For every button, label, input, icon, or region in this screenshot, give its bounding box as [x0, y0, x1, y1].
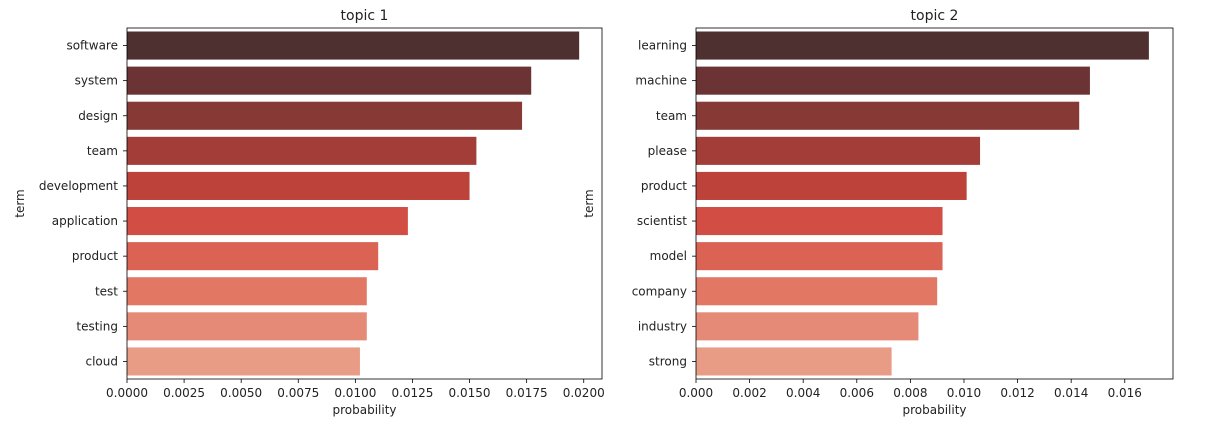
- bar-development: [127, 171, 470, 200]
- axes-frame: [126, 27, 603, 380]
- x-tick-label: 0.010: [947, 386, 981, 400]
- x-tick-label: 0.0100: [334, 386, 376, 400]
- bar-application: [127, 207, 408, 236]
- bar-cloud: [127, 347, 360, 376]
- bar-company: [696, 277, 938, 306]
- bar-team: [696, 101, 1080, 130]
- x-tick-label: 0.004: [786, 386, 820, 400]
- y-tick-label: software: [66, 39, 118, 53]
- bar-model: [696, 242, 943, 271]
- y-tick-label: cloud: [86, 354, 119, 368]
- x-tick-label: 0.012: [1000, 386, 1034, 400]
- bar-please: [696, 136, 981, 165]
- bar-product: [696, 171, 967, 200]
- bar-system: [127, 66, 532, 95]
- bar-test: [127, 277, 367, 306]
- x-tick-label: 0.002: [732, 386, 766, 400]
- y-tick-label: testing: [76, 319, 118, 333]
- x-tick-label: 0.000: [679, 386, 713, 400]
- bar-strong: [696, 347, 892, 376]
- y-tick-label: development: [39, 179, 118, 193]
- bar-product: [127, 242, 379, 271]
- y-tick-label: model: [650, 249, 687, 263]
- x-tick-label: 0.0075: [277, 386, 319, 400]
- bar-software: [127, 31, 580, 60]
- y-tick-label: learning: [638, 39, 687, 53]
- y-tick-label: application: [52, 214, 118, 228]
- y-tick-label: please: [648, 144, 687, 158]
- x-axis-label: probability: [902, 403, 966, 417]
- chart-title: topic 2: [911, 8, 959, 24]
- bar-machine: [696, 66, 1090, 95]
- y-tick-label: system: [75, 74, 118, 88]
- y-tick-label: strong: [649, 354, 687, 368]
- y-axis-label: term: [13, 189, 27, 218]
- x-tick-label: 0.006: [840, 386, 874, 400]
- x-tick-label: 0.0050: [220, 386, 262, 400]
- y-axis-label: term: [582, 189, 596, 218]
- bar-testing: [127, 312, 367, 341]
- y-tick-label: team: [87, 144, 118, 158]
- y-tick-label: test: [95, 284, 118, 298]
- x-tick-label: 0.0200: [563, 386, 605, 400]
- bar-team: [127, 136, 477, 165]
- x-axis-label: probability: [332, 403, 396, 417]
- bar-scientist: [696, 207, 943, 236]
- chart-panel-1: software system design team development appli…: [13, 8, 605, 417]
- x-tick-label: 0.016: [1108, 386, 1142, 400]
- y-tick-label: machine: [635, 74, 687, 88]
- bar-industry: [696, 312, 919, 341]
- y-tick-label: product: [641, 179, 687, 193]
- chart-title: topic 1: [341, 8, 389, 24]
- x-tick-label: 0.0000: [106, 386, 148, 400]
- chart-panel-2: learning machine team please product scientis…: [582, 8, 1174, 417]
- y-tick-label: team: [656, 109, 687, 123]
- y-tick-label: product: [72, 249, 118, 263]
- x-tick-label: 0.0150: [449, 386, 491, 400]
- axes-frame: [695, 27, 1174, 380]
- x-tick-label: 0.0125: [391, 386, 433, 400]
- x-tick-label: 0.0175: [506, 386, 548, 400]
- bar-design: [127, 101, 523, 130]
- x-tick-label: 0.008: [893, 386, 927, 400]
- x-tick-label: 0.0025: [163, 386, 205, 400]
- bar-learning: [696, 31, 1149, 60]
- y-tick-label: scientist: [637, 214, 687, 228]
- x-tick-label: 0.014: [1054, 386, 1088, 400]
- y-tick-label: company: [632, 284, 687, 298]
- y-tick-label: industry: [638, 319, 687, 333]
- y-tick-label: design: [78, 109, 118, 123]
